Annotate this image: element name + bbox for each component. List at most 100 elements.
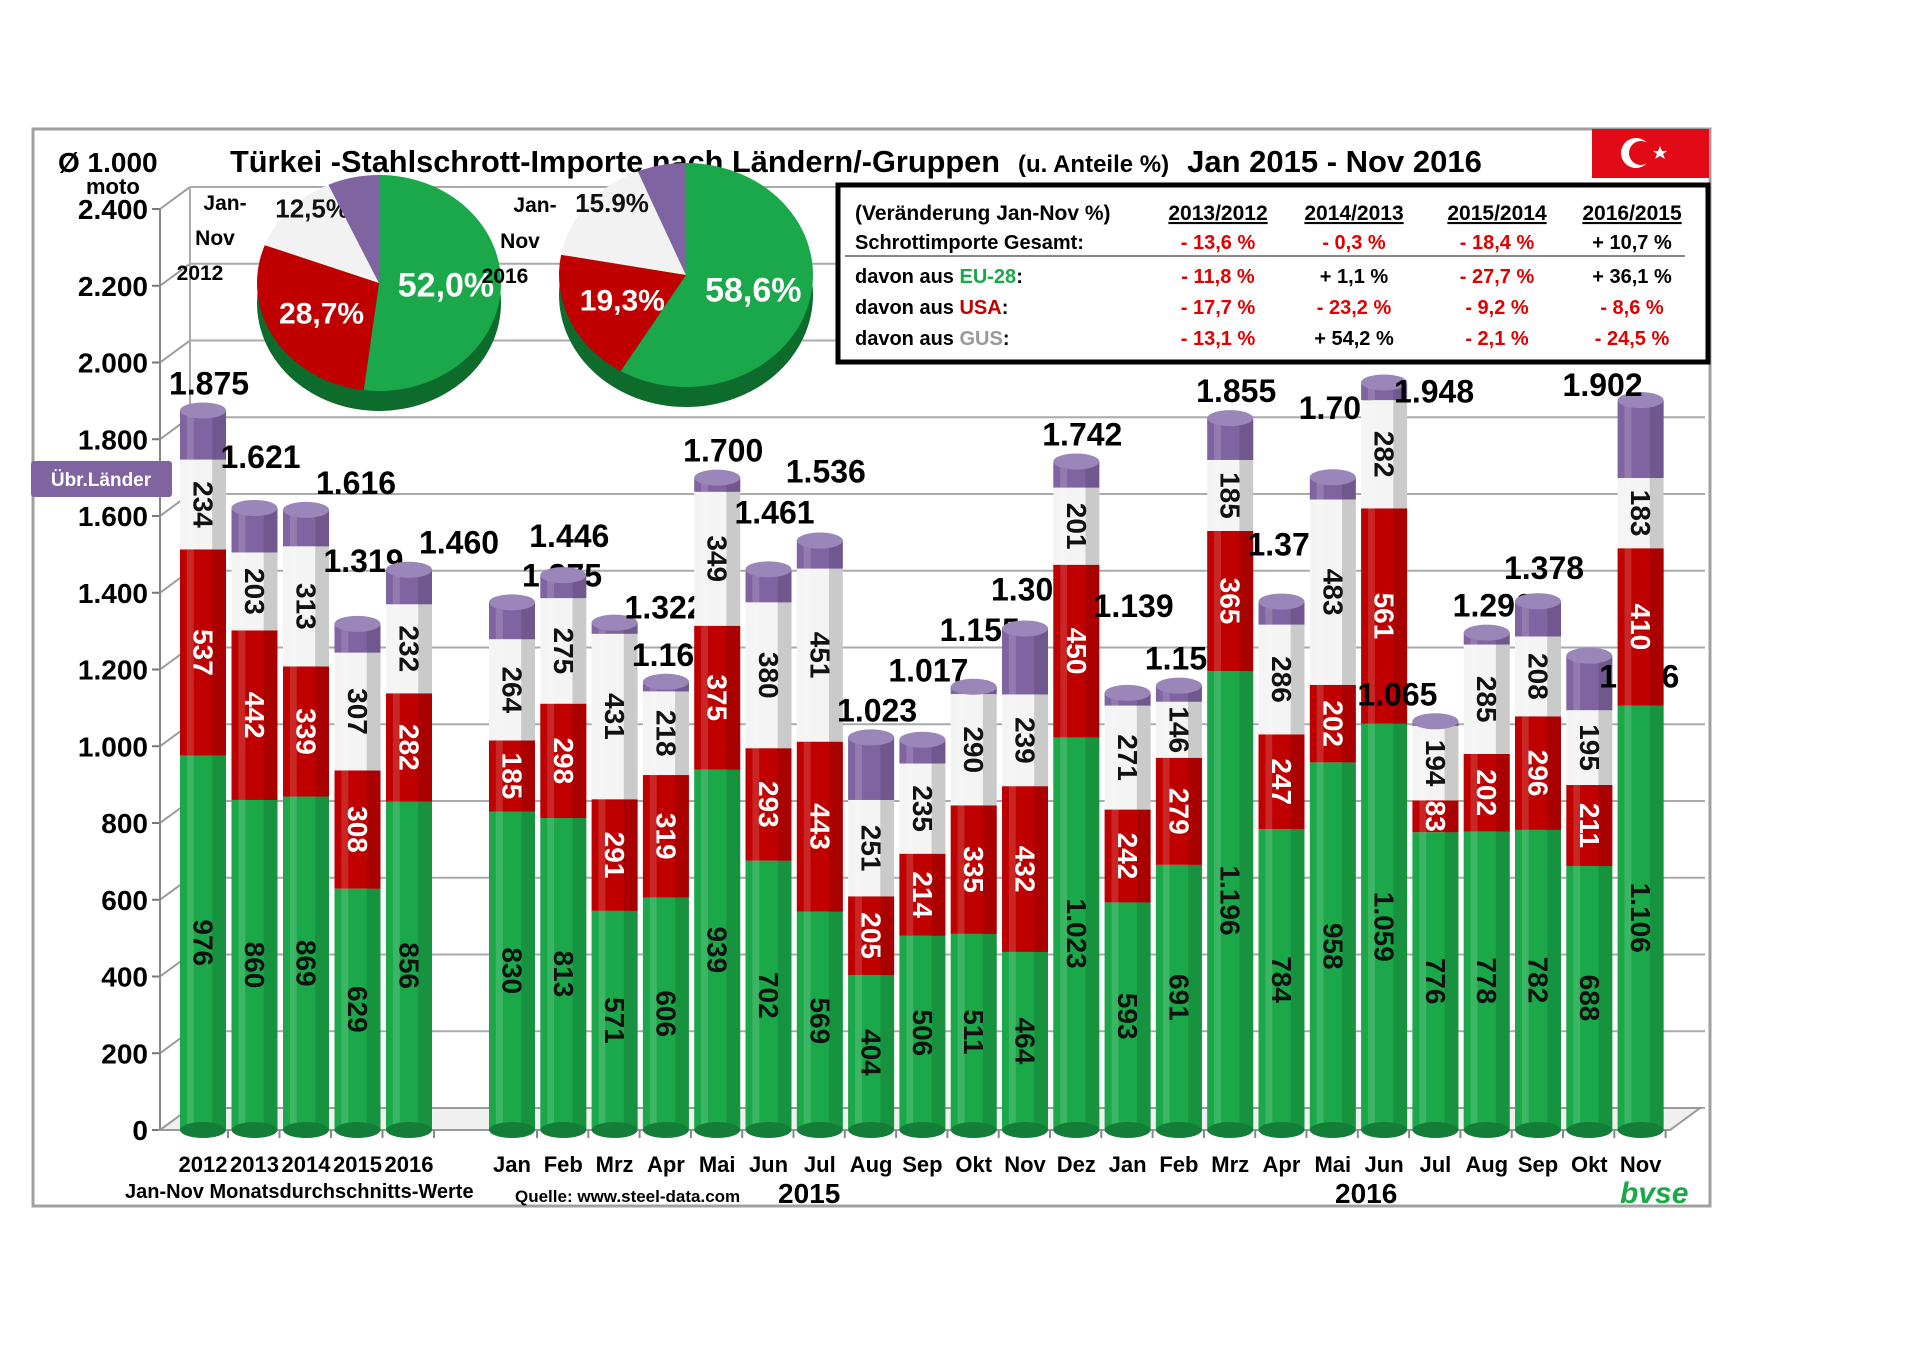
bar-segment-highlight [495,811,503,1130]
bar-bottom-cap [1515,1122,1561,1138]
bar-bottom-cap [899,1122,946,1138]
bar-segment-highlight [1624,548,1632,706]
bar-value-label: 537 [188,629,219,676]
bar-stack-21: 958 202 483 [1309,469,1356,1138]
bar-value-label: 511 [958,1009,989,1054]
bar-stack-14: 511 335 290 [950,678,997,1138]
bar-value-label: 195 [1574,724,1605,771]
bar-stack-2: 869 339 313 [283,501,329,1138]
bar-value-label: 242 [1112,833,1143,880]
bar-segment-highlight [1060,737,1068,1130]
bar-segment-shade [315,546,329,667]
x-tick-label: Feb [1159,1152,1198,1177]
bar-value-label: 234 [188,481,219,528]
x-tick-label: Jun [1365,1152,1404,1177]
bar-segment-shade [880,896,895,975]
bar-total-label: 1.378 [1504,550,1584,586]
bar-value-label: 830 [497,947,528,994]
bar-segment-shade [1547,829,1561,1130]
x-tick-label: Aug [1465,1152,1508,1177]
bar-segment-shade [263,630,278,800]
bar-stack-13: 506 214 235 [899,731,946,1138]
bar-segment-shade [1342,762,1356,1130]
bar-segment-highlight [1111,809,1119,903]
bar-segment-shade [1034,694,1048,787]
bar-segment-highlight [1573,865,1581,1130]
bar-segment-shade [1547,601,1561,637]
row-label-suffix: : [1016,266,1023,288]
bar-value-label: 290 [958,726,989,773]
bar-segment-shade [1649,548,1664,706]
bar-stack-5: 830 185 264 [489,594,535,1138]
y-axis-unit: moto [86,174,140,199]
bar-value-label: 218 [650,710,681,757]
bar-segment-shade [572,818,587,1130]
bar-segment-shade [880,974,895,1130]
bar-segment-shade [1598,710,1613,786]
bar-value-label: 776 [1420,958,1451,1005]
bar-value-label: 307 [342,688,373,735]
bar-top-cap [848,729,895,746]
y-tick-label: 600 [101,885,148,916]
bar-top-cap [489,594,535,611]
bar-segment-shade [1393,400,1408,509]
bar-segment-shade [263,799,278,1130]
bar-top-cap [180,402,226,419]
bar-segment-highlight [803,568,811,742]
bar-segment-highlight [1573,655,1581,711]
change-table-box [835,182,1711,365]
bar-value-label: 784 [1266,956,1297,1003]
bar-segment-highlight [1521,829,1529,1130]
bar-value-label: 214 [907,871,938,918]
bar-value-label: 869 [291,940,322,987]
flag-star [1653,146,1667,159]
pie-slice-gus [264,184,379,283]
bar-top-cap [1463,624,1510,641]
bar-value-label: 235 [907,785,938,832]
bar-value-label: 203 [239,568,270,615]
bar-value-label: 1.059 [1369,892,1400,962]
y-tick-label: 1.400 [78,578,148,609]
bar-value-label: 185 [1215,472,1246,519]
bar-segment-shade [777,602,792,749]
bar-bottom-cap [950,1122,997,1138]
table-header-cell: 2013/2012 [1168,202,1267,225]
bar-value-label: 339 [291,708,322,755]
bar-value-label: 571 [599,997,630,1044]
bar-segment-shade [521,602,535,640]
y-tick-label: 800 [101,808,148,839]
x-tick-label: Feb [544,1152,583,1177]
bar-stack-23: 776 83 194 [1412,713,1459,1138]
bar-segment-shade [572,703,587,819]
pie-slice-label: 58,6% [705,271,801,309]
bar-segment-highlight [1624,705,1632,1130]
bar-segment-shade [726,625,741,770]
bar-segment-shade [675,897,689,1130]
bar-segment-shade [1444,800,1459,833]
table-cell: - 13,6 % [1181,232,1256,254]
bar-segment-shade [1188,864,1202,1130]
table-header-cell: 2015/2014 [1447,202,1547,225]
bar-segment-shade [675,691,689,776]
bar-top-cap [1361,374,1408,391]
bar-top-cap [1617,392,1664,409]
bar-segment-highlight [1008,786,1016,952]
bar-segment-highlight [238,630,246,800]
table-cell: - 18,4 % [1460,232,1535,254]
gridline-diag [159,262,191,287]
y-tick-label: 2.000 [78,348,148,379]
bar-segment-shade [829,568,843,742]
bar-segment-shade [1085,564,1100,738]
bar-segment-highlight [957,933,965,1130]
bar-total-label: 1.065 [1357,676,1437,712]
bar-segment-highlight [1111,705,1119,810]
pie-slice-label: 28,7% [279,298,364,331]
bar-top-cap [334,615,381,632]
bar-bottom-cap [1617,1122,1664,1138]
bar-value-label: 813 [548,951,579,998]
bar-segment-highlight [957,694,965,806]
table-cell: - 23,2 % [1317,297,1392,319]
x-tick-label: Nov [1004,1152,1046,1177]
bar-segment-shade [315,509,329,547]
